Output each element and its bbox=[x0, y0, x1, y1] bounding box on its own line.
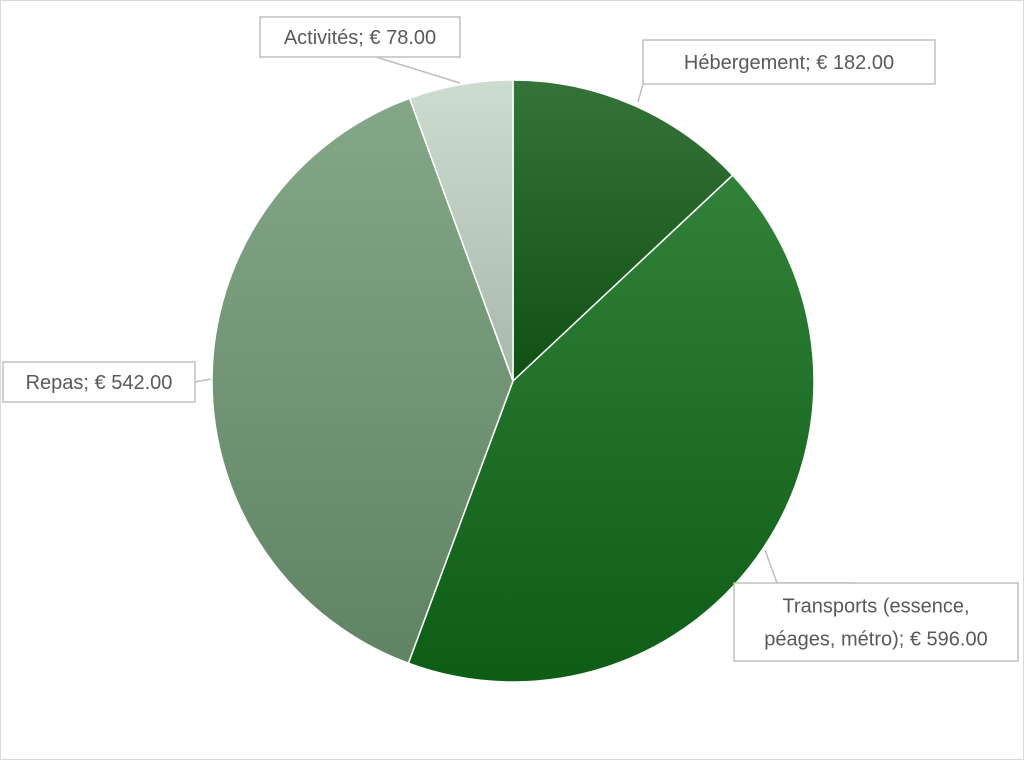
data-label-1: Hébergement; € 182.00 bbox=[684, 52, 894, 74]
data-label-2-line-2: péages, métro); € 596.00 bbox=[764, 629, 987, 651]
data-label-3: Repas; € 542.00 bbox=[26, 372, 173, 394]
data-label-box-3 bbox=[2, 361, 196, 403]
pie-slices bbox=[211, 79, 815, 683]
pie-slice-2 bbox=[407, 174, 815, 683]
leader-line-4 bbox=[375, 56, 461, 84]
data-label-box-4 bbox=[259, 16, 461, 58]
leader-line-1 bbox=[637, 83, 644, 103]
pie-slice-1 bbox=[512, 79, 734, 383]
pie-slice-3 bbox=[211, 97, 514, 665]
leader-line-3 bbox=[194, 378, 212, 383]
data-label-4: Activités; € 78.00 bbox=[284, 27, 436, 49]
leader-line-2 bbox=[764, 549, 852, 584]
data-labels: Hébergement; € 182.00 Transports (essence… bbox=[2, 16, 1019, 662]
data-label-box-2 bbox=[733, 582, 1019, 662]
data-label-box-1 bbox=[642, 39, 936, 85]
data-label-2-line-1: Transports (essence, bbox=[782, 596, 969, 618]
pie-slice-4 bbox=[408, 79, 514, 382]
